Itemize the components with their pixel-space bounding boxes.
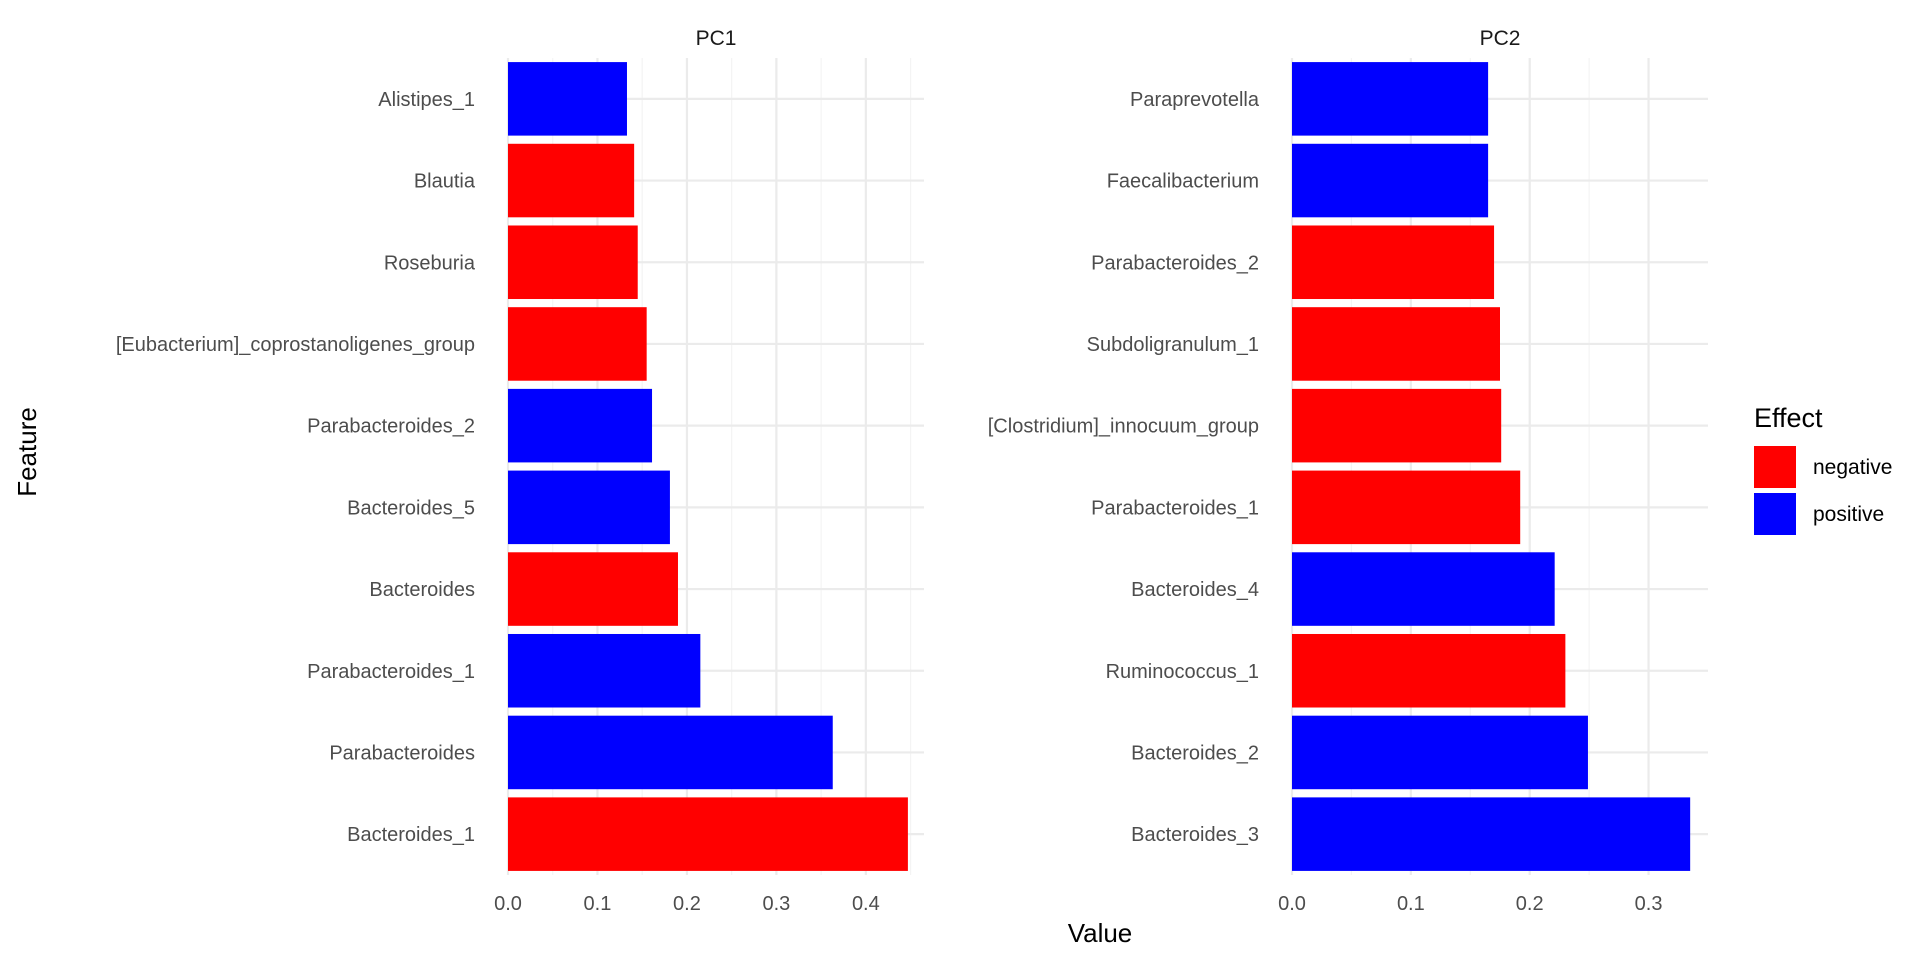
y-tick-label: Parabacteroides_2 (1091, 252, 1259, 274)
y-tick-label: Faecalibacterium (1107, 171, 1259, 193)
facet-title: PC1 (696, 27, 737, 50)
bar-negative (1292, 470, 1521, 545)
y-tick-label: Parabacteroides_1 (1091, 497, 1259, 519)
bar-positive (1292, 797, 1691, 871)
bar-negative (508, 552, 678, 626)
x-tick-label: 0.2 (673, 893, 701, 915)
x-tick-label: 0.1 (584, 893, 612, 915)
panel-pc1: 0.0 0.1 0.2 0.3 0.4 Alistipes_1 Blautia Rosebur… (116, 27, 924, 915)
chart-panels: 0.0 0.1 0.2 0.3 0.4 Alistipes_1 Blautia Rosebur… (116, 27, 1708, 915)
bar-negative (1292, 388, 1502, 463)
y-tick-label: Blautia (414, 171, 476, 193)
x-tick-label: 0.2 (1516, 893, 1544, 915)
legend-key-negative (1754, 446, 1796, 488)
legend-label: negative (1813, 456, 1892, 479)
bar-negative (1292, 633, 1566, 708)
y-tick-label: [Eubacterium]_coprostanoligenes_group (116, 334, 475, 356)
y-tick-label: Bacteroides_5 (347, 497, 475, 519)
y-tick-label: Ruminococcus_1 (1106, 661, 1259, 683)
y-tick-label: Parabacteroides_2 (307, 416, 475, 438)
bar-negative (508, 797, 908, 871)
y-tick-label: Bacteroides_2 (1131, 742, 1259, 764)
legend-title: Effect (1754, 403, 1823, 433)
bar-negative (508, 143, 635, 218)
y-tick-label: Bacteroides_3 (1131, 824, 1259, 846)
x-tick-label: 0.3 (762, 893, 790, 915)
y-tick-label: Bacteroides_4 (1131, 579, 1259, 601)
bar-positive (1292, 715, 1588, 790)
y-tick-label: Parabacteroides_1 (307, 661, 475, 683)
bar-positive (508, 633, 701, 708)
bar-positive (508, 62, 627, 136)
y-tick-label: Parabacteroides (329, 742, 475, 764)
bar-positive (508, 470, 670, 545)
bar-negative (508, 225, 638, 300)
legend-key-positive (1754, 493, 1796, 535)
x-tick-label: 0.3 (1635, 893, 1663, 915)
facet-title: PC2 (1480, 27, 1521, 50)
bar-negative (1292, 225, 1495, 300)
bar-negative (508, 307, 647, 381)
x-tick-label: 0.0 (494, 893, 522, 915)
y-tick-label: Paraprevotella (1130, 89, 1260, 111)
bar-positive (1292, 62, 1489, 136)
y-tick-label: Roseburia (384, 252, 476, 274)
y-tick-label: Bacteroides_1 (347, 824, 475, 846)
x-tick-label: 0.1 (1397, 893, 1425, 915)
x-tick-label: 0.4 (852, 893, 880, 915)
bar-positive (508, 715, 833, 790)
y-tick-label: [Clostridium]_innocuum_group (988, 416, 1259, 438)
legend-label: positive (1813, 503, 1884, 526)
bar-positive (508, 388, 653, 463)
panel-pc2: 0.0 0.1 0.2 0.3 Paraprevotella Faecalibacteri… (988, 27, 1708, 915)
legend: Effect negative positive (1754, 403, 1892, 535)
y-axis-title: Feature (12, 407, 42, 497)
bar-negative (1292, 307, 1500, 381)
bar-positive (1292, 552, 1555, 626)
y-tick-label: Bacteroides (369, 579, 475, 601)
y-tick-label: Subdoligranulum_1 (1087, 334, 1259, 356)
bar-positive (1292, 143, 1489, 218)
x-axis-title: Value (1068, 918, 1133, 948)
x-tick-label: 0.0 (1278, 893, 1306, 915)
y-tick-label: Alistipes_1 (378, 89, 475, 111)
